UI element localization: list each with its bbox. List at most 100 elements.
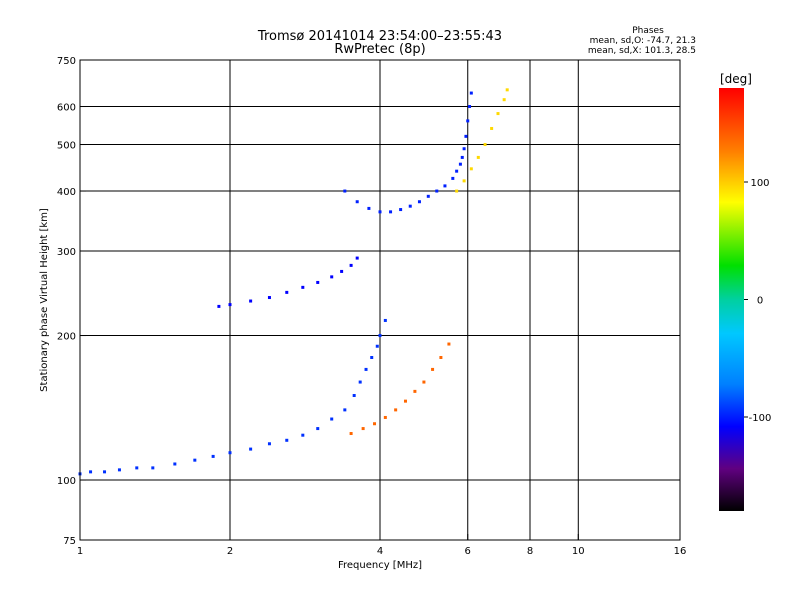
data-point [103,470,107,474]
data-point [193,458,197,462]
plot-frame [79,59,681,541]
data-point [228,451,232,455]
data-point [399,208,403,212]
x-tick-label: 16 [674,546,687,557]
y-tick-label: 400 [57,187,76,198]
data-point [417,200,421,204]
data-point [373,422,377,426]
data-point [455,189,459,193]
data-point [361,427,365,431]
data-point [460,155,464,159]
data-point [117,468,121,472]
data-point [447,342,451,346]
data-point [135,466,139,470]
data-point [408,204,412,208]
y-tick-label: 500 [57,141,76,152]
data-point [389,210,393,214]
data-point [364,367,368,371]
data-point [358,380,362,384]
data-point [285,290,289,294]
y-tick-label: 100 [57,476,76,487]
y-tick-label: 600 [57,103,76,114]
stats-x-mode: mean, sd,X: 101.3, 28.5 [588,46,696,56]
stats-heading: Phases [632,26,664,36]
chart-title: Tromsø 20141014 23:54:00–23:55:43 [257,29,502,44]
colorbar-ticks: 100 0 -100 [744,178,771,424]
x-tick-label: 6 [465,546,471,557]
data-point [89,470,93,474]
data-point [435,189,439,193]
data-point [496,112,500,116]
data-point [483,143,487,147]
colorbar-tick-label: -100 [749,413,772,424]
data-point [285,438,289,442]
data-point [426,194,430,198]
data-point [349,432,353,436]
data-point [217,304,221,308]
data-point [343,408,347,412]
data-point [378,210,382,214]
data-point [340,269,344,273]
data-point [367,206,371,210]
data-point [466,119,470,123]
colorbar-tick-label: 100 [750,178,769,189]
x-tick-label: 10 [572,546,585,557]
data-point [443,184,447,188]
data-point [301,433,305,437]
data-point [173,462,177,466]
data-point [469,91,473,95]
data-point [267,296,271,300]
colorbar [719,88,744,511]
chart-subtitle: RwPretec (8p) [334,42,425,57]
data-point [413,389,417,393]
data-point [378,334,382,338]
data-point [468,105,472,109]
data-point [330,275,334,279]
data-point [451,176,455,180]
data-point [370,355,374,359]
data-point [502,98,506,102]
data-point [343,189,347,193]
y-tick-label: 75 [63,536,76,547]
data-point [455,169,459,173]
data-point [383,415,387,419]
data-point [462,179,466,183]
x-tick-label: 4 [377,546,383,557]
x-tick-label: 2 [227,546,233,557]
y-tick-label: 300 [57,247,76,258]
data-point [431,367,435,371]
data-point [267,442,271,446]
colorbar-label: [deg] [720,72,752,86]
data-point [476,155,480,159]
data-point [249,447,253,451]
data-point [458,162,462,166]
data-point [151,466,155,470]
grid-lines [80,60,680,540]
data-point [383,318,387,322]
data-point [422,380,426,384]
data-point [301,285,305,289]
data-point [316,427,320,431]
data-point [330,417,334,421]
y-tick-label: 750 [57,56,76,67]
data-point [439,355,443,359]
data-point [469,167,473,171]
data-point [211,454,215,458]
y-tick-label: 200 [57,332,76,343]
data-point [462,147,466,151]
scatter-points [78,88,509,476]
data-point [490,126,494,130]
y-axis-label: Stationary phase Virtual Height [km] [39,208,50,392]
data-point [464,134,468,138]
stats-o-mode: mean, sd,O: -74.7, 21.3 [590,36,696,46]
data-point [249,299,253,303]
data-point [349,263,353,267]
data-point [505,88,509,92]
x-axis-label: Frequency [MHz] [338,560,422,571]
x-tick-label: 1 [77,546,83,557]
data-point [403,399,407,403]
data-point [394,408,398,412]
axis-ticks: 1 2 4 6 8 10 16 75 100 200 300 400 500 600 750 [57,56,686,557]
data-point [375,344,379,348]
data-point [228,303,232,307]
